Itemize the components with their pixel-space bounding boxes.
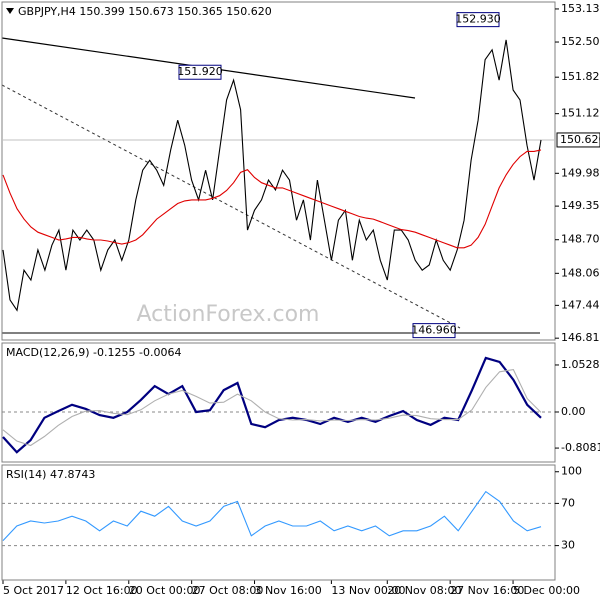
y-tick-label: 151.125 <box>561 107 600 120</box>
pane-frame <box>1 1 556 341</box>
y-tick-label: 153.135 <box>561 2 600 15</box>
annotation-box <box>178 64 222 80</box>
y-tick-label: 1.0528 <box>561 358 600 371</box>
y-tick-label: 70 <box>561 496 575 509</box>
y-tick-label: -0.8081 <box>561 441 600 454</box>
x-tick-label: 5 Oct 2017 <box>3 584 64 597</box>
y-tick-label: 147.445 <box>561 298 600 311</box>
y-tick-label: 148.060 <box>561 266 600 279</box>
y-tick-label: 149.980 <box>561 166 600 179</box>
x-tick-label: 5 Dec 00:00 <box>513 584 580 597</box>
x-tick-label: 27 Oct 08:00 <box>192 584 264 597</box>
x-tick-label: 20 Nov 08:00 <box>387 584 461 597</box>
y-tick-label: 146.815 <box>561 331 600 344</box>
current-price-label: 150.620 <box>560 133 600 146</box>
series-line <box>2 39 542 312</box>
current-price-box <box>556 132 600 148</box>
y-tick-label: 151.825 <box>561 70 600 83</box>
pane-frame <box>1 342 556 463</box>
pane-title: MACD(12,26,9) -0.1255 -0.0064 <box>6 346 181 359</box>
watermark: ActionForex.com <box>137 302 320 327</box>
series-line <box>2 490 542 541</box>
annotation-label: 152.930 <box>455 13 501 26</box>
annotation-label: 151.920 <box>177 65 223 78</box>
y-tick-label: 0.00 <box>561 405 586 418</box>
annotation-label: 146.960 <box>411 324 457 337</box>
x-tick-label: 3 Nov 16:00 <box>255 584 322 597</box>
y-tick-label: 100 <box>561 465 582 478</box>
x-tick-label: 27 Nov 16:00 <box>450 584 524 597</box>
series-line <box>2 368 542 447</box>
pane-frame <box>1 464 556 581</box>
annotation-box <box>456 12 500 28</box>
x-tick-label: 12 Oct 16:00 <box>66 584 138 597</box>
series-line <box>2 149 542 249</box>
y-tick-label: 148.705 <box>561 233 600 246</box>
y-tick-label: 30 <box>561 539 575 552</box>
y-tick-label: 152.500 <box>561 35 600 48</box>
y-tick-label: 149.350 <box>561 199 600 212</box>
pane-title: GBPJPY,H4 150.399 150.673 150.365 150.62… <box>18 5 272 18</box>
trend-line-dashed <box>1 84 461 329</box>
annotation-box <box>412 323 456 339</box>
series-line <box>2 356 542 454</box>
x-tick-label: 13 Nov 00:00 <box>331 584 405 597</box>
pane-title: RSI(14) 47.8743 <box>6 468 95 481</box>
pane-icon <box>6 8 14 14</box>
x-tick-label: 20 Oct 00:00 <box>129 584 201 597</box>
